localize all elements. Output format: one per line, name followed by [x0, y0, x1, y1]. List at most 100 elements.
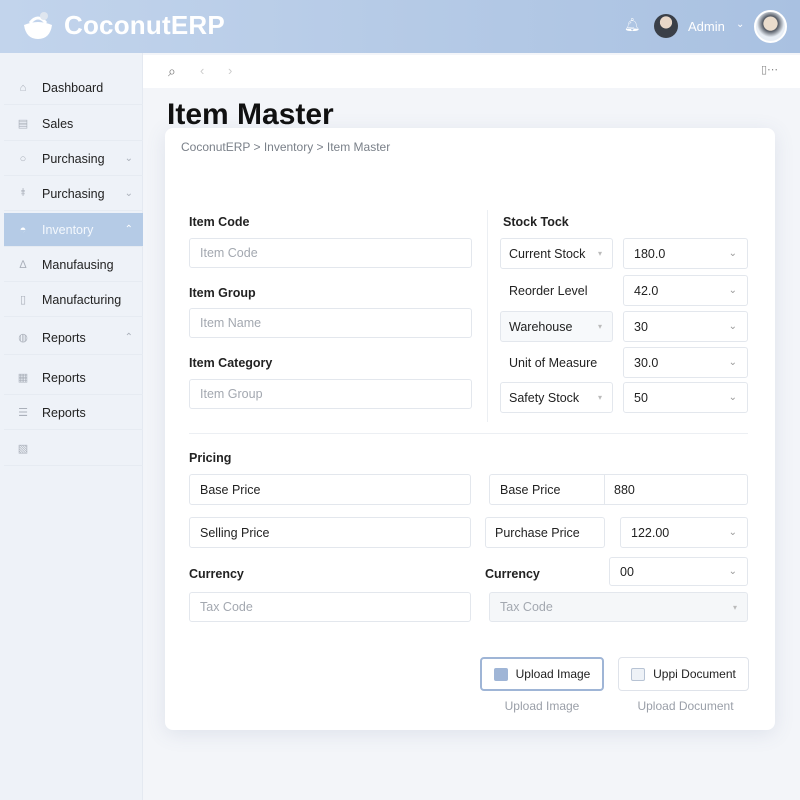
sidebar-item-manufacturing[interactable]: ▯ Manufacturing [4, 283, 143, 317]
sidebar-item-label: Reports [42, 405, 86, 420]
sidebar-item-label: Sales [42, 116, 74, 131]
bell-icon: ∆ [19, 258, 27, 271]
cart-icon: ⯒ [20, 187, 26, 199]
chevron-down-icon: ⌄ [728, 285, 737, 296]
stock-label-4[interactable]: Safety Stock ▾ [500, 382, 613, 413]
stock-label-2[interactable]: Warehouse ▾ [500, 311, 613, 342]
chevron-down-icon: ⌄ [728, 321, 737, 332]
stock-row-value: 50 [634, 390, 648, 405]
sidebar-item-label: Reports [42, 370, 86, 385]
upload-image-caption: Upload Image [504, 699, 580, 713]
caret-down-icon: ▾ [597, 322, 602, 331]
search-icon[interactable]: ⌕ [168, 63, 176, 79]
profile-avatar[interactable] [754, 10, 787, 43]
stock-row-value: 30.0 [634, 355, 659, 370]
sidebar-item-purchasing[interactable]: ⯒ Purchasing ⌄ [4, 177, 143, 211]
chevron-up-icon: ⌃ [124, 224, 133, 235]
more-options-icon[interactable]: ▯⋯ [761, 64, 779, 76]
user-avatar[interactable] [654, 14, 678, 38]
upload-document-caption: Upload Document [637, 699, 734, 713]
sidebar-item-label: Reports [42, 330, 86, 345]
sidebar-item-dashboard[interactable]: ⌂ Dashboard [4, 71, 143, 105]
stock-row-value: 42.0 [634, 283, 659, 298]
stock-label-0[interactable]: Current Stock ▾ [500, 238, 613, 269]
sidebar-item-label: Purchasing [42, 151, 105, 166]
coconut-icon: ◓ [19, 223, 27, 236]
user-name[interactable]: Admin [688, 19, 725, 34]
chevron-down-icon[interactable]: ⌄ [736, 19, 745, 30]
upload-image-label: Upload Image [515, 667, 591, 681]
tax-code-select[interactable]: Tax Code ▾ [489, 592, 748, 622]
stock-value-select[interactable]: 30 ⌄ [623, 311, 748, 342]
document-icon [631, 667, 646, 681]
pricing-heading: Pricing [189, 451, 232, 465]
item-code-input[interactable]: Item Code [189, 238, 472, 268]
selling-price-input[interactable]: Selling Price [189, 517, 471, 548]
purchase-price-label: Purchase Price [485, 517, 605, 548]
tax-code-placeholder: Tax Code [500, 600, 553, 614]
base-price-input[interactable]: Base Price [189, 474, 471, 505]
item-group-input[interactable]: Item Name [189, 308, 472, 338]
stock-value-select[interactable]: 180.0 ⌄ [623, 238, 748, 269]
currency-label-left: Currency [189, 567, 244, 581]
breadcrumb[interactable]: CoconutERP > Inventory > Item Master [181, 140, 391, 154]
stock-row-label: Reorder Level [509, 283, 588, 298]
section-divider [189, 433, 748, 434]
stock-row-label: Safety Stock [509, 390, 580, 405]
sidebar-item-reports[interactable]: ☰ Reports [4, 396, 143, 430]
purchase-price-select[interactable]: 122.00 ⌄ [620, 517, 748, 548]
stock-row-label: Warehouse [509, 319, 573, 334]
item-form-card [165, 128, 775, 730]
image-icon [493, 667, 508, 681]
sidebar-item-purchasing[interactable]: ○ Purchasing ⌄ [4, 142, 143, 176]
stock-label-3: Unit of Measure [500, 347, 613, 378]
sidebar-item-label: Dashboard [42, 80, 104, 95]
back-arrow-icon[interactable]: ‹ [200, 63, 205, 78]
currency-value: 00 [620, 564, 634, 579]
chevron-down-icon: ⌄ [728, 248, 737, 259]
sidebar-item-reports[interactable]: ▦ Reports [4, 361, 143, 395]
notification-bell-icon[interactable]: 🔔︎ [624, 17, 641, 32]
sidebar-item-label: Manufacturing [42, 292, 122, 307]
item-category-input[interactable]: Item Group [189, 379, 472, 409]
sidebar-item-reports[interactable]: ◍ Reports ⌃ [4, 321, 143, 355]
calendar-icon: ▦ [17, 372, 29, 384]
base-price-field[interactable]: Base Price 880 [489, 474, 748, 505]
stock-row-value: 180.0 [634, 246, 666, 261]
app-logo-text: CoconutERP [64, 10, 225, 40]
sidebar-item-manufausing[interactable]: ∆ Manufausing [4, 248, 143, 282]
chevron-down-icon: ⌄ [124, 188, 133, 199]
stock-heading: Stock Tock [503, 215, 569, 229]
item-group-label: Item Group [189, 286, 256, 300]
chevron-down-icon: ⌄ [728, 527, 737, 538]
item-code-label: Item Code [189, 215, 250, 229]
sidebar-item-sales[interactable]: ▤ Sales [4, 107, 143, 141]
location-icon: ○ [19, 152, 27, 165]
sidebar-item-inventory[interactable]: ◓ Inventory ⌃ [4, 213, 143, 247]
sidebar-item-file[interactable]: ▧ [4, 432, 143, 466]
coconut-logo-icon [24, 12, 52, 39]
page-title: Item Master [167, 98, 334, 131]
stock-value-select[interactable]: 42.0 ⌄ [623, 275, 748, 306]
caret-down-icon: ▾ [732, 602, 737, 612]
caret-down-icon: ▾ [597, 393, 602, 402]
chevron-down-icon: ⌄ [728, 566, 737, 577]
top-header: CoconutERP 🔔︎ Admin ⌄ [0, 0, 800, 53]
upload-image-button[interactable]: Upload Image [480, 657, 604, 691]
tax-code-input[interactable]: Tax Code [189, 592, 471, 622]
currency-label-right: Currency [485, 567, 540, 581]
caret-down-icon: ▾ [597, 249, 602, 258]
stock-value-select[interactable]: 30.0 ⌄ [623, 347, 748, 378]
chevron-down-icon: ⌄ [728, 392, 737, 403]
stock-row-value: 30 [634, 319, 648, 334]
upload-document-button[interactable]: Uppi Document [618, 657, 749, 691]
upload-document-label: Uppi Document [653, 667, 736, 681]
sidebar [0, 53, 143, 800]
currency-select[interactable]: 00 ⌄ [609, 557, 748, 586]
home-icon: ⌂ [19, 81, 27, 94]
toolbar: ⌕ ‹ › ▯⋯ [143, 55, 800, 88]
forward-arrow-icon[interactable]: › [228, 63, 233, 78]
stock-value-select[interactable]: 50 ⌄ [623, 382, 748, 413]
list-icon: ☰ [18, 407, 28, 419]
chevron-up-icon: ⌃ [124, 332, 133, 343]
